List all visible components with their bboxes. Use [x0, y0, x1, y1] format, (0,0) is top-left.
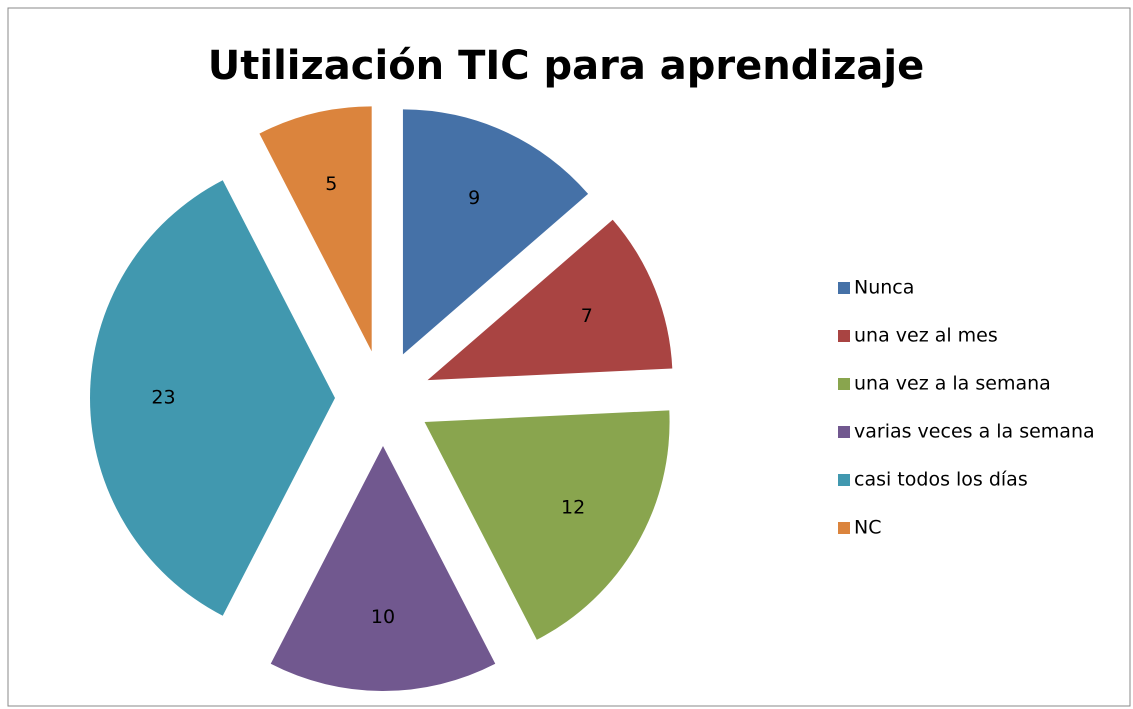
legend-label: casi todos los días: [854, 469, 1028, 491]
legend-swatch: [838, 330, 850, 342]
pie-slice: [424, 410, 670, 640]
data-label: 10: [371, 606, 395, 628]
legend-swatch: [838, 474, 850, 486]
data-label: 9: [468, 187, 480, 209]
legend-swatch: [838, 282, 850, 294]
legend-label: NC: [854, 517, 881, 539]
pie-slice: [259, 106, 372, 352]
data-label: 5: [325, 173, 337, 195]
pie-slice: [270, 446, 496, 691]
data-label: 7: [581, 305, 593, 327]
legend-label: una vez al mes: [854, 325, 998, 347]
pie-slice: [90, 180, 335, 616]
legend-swatch: [838, 426, 850, 438]
data-label: 12: [561, 496, 585, 518]
legend-label: Nunca: [854, 277, 914, 299]
pie-slice: [402, 109, 589, 355]
chart-title: Utilización TIC para aprendizaje: [208, 43, 924, 89]
data-label: 23: [151, 387, 175, 409]
pie-slice: [427, 219, 673, 381]
legend-label: varias veces a la semana: [854, 421, 1095, 443]
legend-label: una vez a la semana: [854, 373, 1051, 395]
legend-swatch: [838, 378, 850, 390]
legend-swatch: [838, 522, 850, 534]
